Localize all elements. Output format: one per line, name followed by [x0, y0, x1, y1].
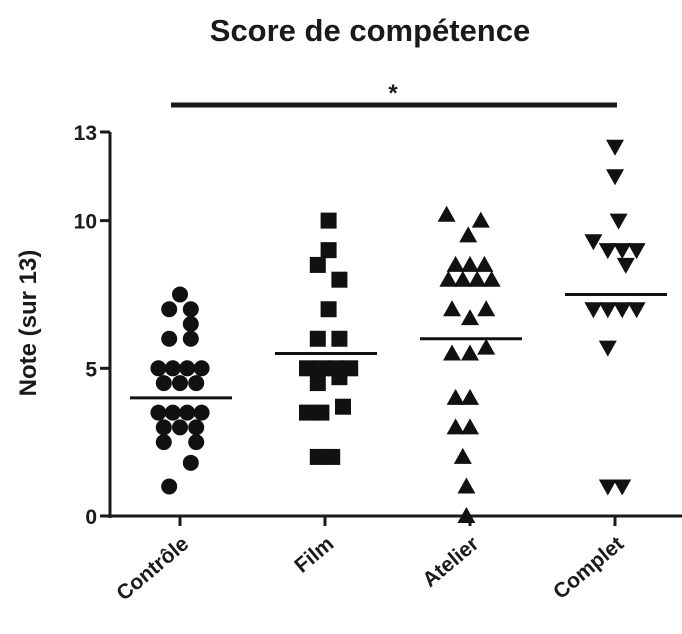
- point-2-3: [446, 255, 465, 272]
- point-0-14: [164, 404, 181, 421]
- point-3-14: [613, 479, 632, 496]
- point-1-12: [331, 369, 348, 386]
- point-1-2: [309, 256, 326, 273]
- point-0-9: [193, 360, 210, 377]
- point-3-13: [598, 479, 617, 496]
- point-1-16: [309, 448, 326, 465]
- point-1-8: [313, 360, 330, 377]
- mean-lines: [130, 292, 667, 400]
- point-3-9: [598, 302, 617, 319]
- point-0-1: [161, 301, 178, 318]
- point-0-17: [155, 419, 172, 436]
- point-2-10: [443, 300, 461, 317]
- point-0-23: [161, 478, 178, 495]
- point-2-14: [461, 344, 479, 361]
- point-1-11: [309, 375, 326, 392]
- point-0-5: [182, 330, 199, 347]
- point-2-16: [446, 388, 465, 405]
- point-3-11: [627, 302, 646, 319]
- point-3-7: [616, 257, 635, 274]
- point-0-8: [179, 360, 196, 377]
- point-1-3: [331, 271, 348, 288]
- point-0-7: [164, 360, 181, 377]
- x-tick-label-2: Atelier: [418, 532, 483, 592]
- point-0-13: [150, 404, 167, 421]
- point-3-2: [609, 213, 628, 230]
- point-2-2: [459, 226, 478, 243]
- point-1-1: [320, 242, 337, 259]
- point-0-11: [172, 375, 188, 392]
- point-3-5: [613, 243, 632, 260]
- point-2-15: [477, 338, 496, 355]
- y-axis-label: Note (sur 13): [15, 250, 42, 397]
- point-0-19: [188, 419, 205, 436]
- point-3-1: [606, 169, 624, 186]
- point-2-8: [468, 270, 487, 287]
- point-2-13: [443, 344, 461, 361]
- y-tick-label-13: 13: [74, 122, 97, 145]
- point-2-17: [461, 388, 479, 405]
- point-3-10: [613, 302, 632, 319]
- data-marks: [150, 139, 646, 523]
- point-2-9: [482, 270, 501, 287]
- point-1-13: [299, 404, 315, 421]
- point-0-6: [150, 360, 167, 377]
- point-0-22: [182, 454, 199, 471]
- point-2-11: [461, 309, 479, 326]
- point-1-0: [320, 212, 337, 229]
- point-0-18: [172, 419, 188, 436]
- point-2-1: [471, 211, 490, 228]
- point-3-3: [584, 234, 603, 251]
- point-0-21: [188, 434, 205, 451]
- point-3-0: [606, 139, 624, 156]
- point-3-12: [598, 340, 617, 357]
- point-0-0: [172, 286, 188, 303]
- point-1-4: [320, 301, 337, 318]
- point-2-18: [446, 418, 465, 435]
- point-2-19: [461, 418, 479, 435]
- point-0-2: [182, 301, 199, 318]
- point-3-6: [627, 243, 646, 260]
- point-0-15: [179, 404, 196, 421]
- point-0-12: [188, 375, 205, 392]
- point-1-17: [324, 448, 341, 465]
- x-tick-label-3: Complet: [549, 532, 628, 604]
- x-tick-label-0: Contrôle: [112, 532, 193, 605]
- point-2-12: [477, 300, 496, 317]
- point-2-7: [453, 270, 472, 287]
- y-tick-label-0: 0: [85, 506, 97, 529]
- point-1-6: [331, 330, 348, 347]
- y-tick-label-5: 5: [85, 358, 97, 381]
- point-2-21: [457, 477, 476, 494]
- point-1-7: [299, 360, 315, 377]
- point-0-10: [155, 375, 172, 392]
- point-1-15: [335, 398, 351, 415]
- point-0-4: [161, 330, 178, 347]
- point-3-4: [598, 243, 617, 260]
- significance-star: *: [388, 80, 398, 107]
- chart-title: Score de compétence: [210, 13, 530, 48]
- y-tick-label-10: 10: [74, 211, 97, 234]
- point-2-22: [457, 507, 476, 523]
- point-2-4: [461, 255, 479, 272]
- point-2-20: [453, 447, 472, 464]
- point-2-5: [475, 255, 494, 272]
- point-0-3: [182, 316, 199, 332]
- x-tick-label-1: Film: [290, 532, 338, 577]
- point-3-8: [584, 302, 603, 319]
- point-1-5: [309, 330, 326, 347]
- point-2-6: [439, 270, 458, 287]
- point-0-16: [193, 404, 210, 421]
- point-0-20: [155, 434, 172, 451]
- point-2-0: [437, 205, 456, 222]
- point-1-14: [313, 404, 330, 421]
